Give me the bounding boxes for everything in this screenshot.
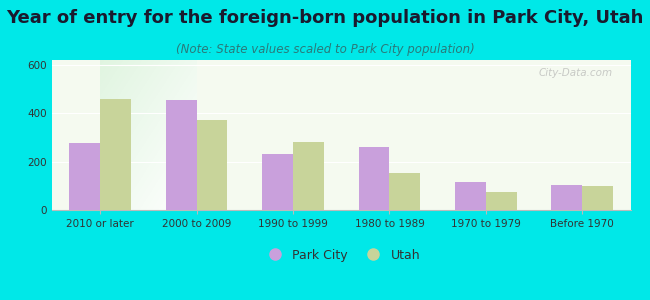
Bar — [70, 143, 100, 210]
Text: City-Data.com: City-Data.com — [539, 68, 613, 77]
Bar — [359, 147, 389, 210]
Text: Year of entry for the foreign-born population in Park City, Utah: Year of entry for the foreign-born popul… — [6, 9, 644, 27]
Bar — [551, 184, 582, 210]
Bar — [293, 142, 324, 210]
Text: (Note: State values scaled to Park City population): (Note: State values scaled to Park City … — [176, 44, 474, 56]
Legend: Park City, Utah: Park City, Utah — [257, 244, 425, 267]
Bar — [196, 121, 227, 210]
Bar — [262, 154, 293, 210]
Bar — [455, 182, 486, 210]
Bar — [486, 192, 517, 210]
Bar — [100, 99, 131, 210]
Bar — [389, 172, 421, 210]
Bar — [166, 100, 196, 210]
Bar — [582, 186, 613, 210]
